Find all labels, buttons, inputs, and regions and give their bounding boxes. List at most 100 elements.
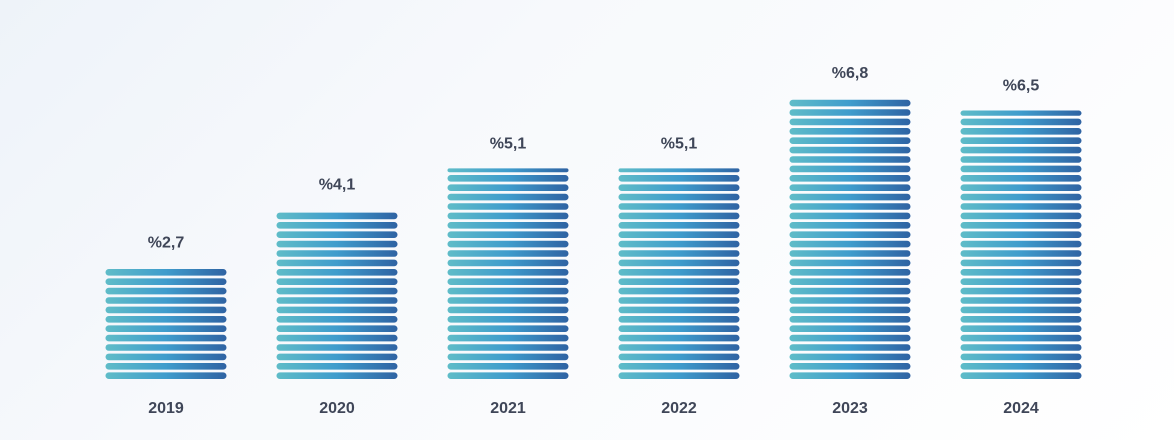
bar-stripe	[618, 306, 740, 314]
bar-stripe	[447, 231, 569, 238]
bar-stripe	[789, 118, 911, 126]
bar-2023	[789, 99, 911, 379]
bar-stripe	[618, 231, 740, 238]
bar-stripe	[447, 297, 569, 304]
bar-stripe	[105, 334, 227, 342]
bar-stripe	[276, 231, 398, 238]
bar-stripe	[618, 184, 740, 191]
bar-stripe	[789, 109, 911, 116]
bar-stripe	[789, 137, 911, 144]
bar-stripe	[960, 193, 1082, 201]
bar-stripe	[789, 193, 911, 201]
bar-stripe	[618, 269, 740, 276]
x-tick-label: 2021	[490, 400, 526, 417]
bar-stripe	[447, 372, 569, 379]
bar-stripe	[618, 325, 740, 332]
value-label: %5,1	[490, 135, 527, 152]
bar-stripe	[447, 269, 569, 276]
bar-stripe	[618, 212, 740, 220]
bar-stripe	[447, 334, 569, 342]
bar-stripe	[276, 269, 398, 276]
bar-stripe	[960, 222, 1082, 229]
x-tick-label: 2020	[319, 400, 355, 417]
bar-stripe	[618, 278, 740, 285]
bar-stripe	[105, 353, 227, 361]
bar-stripe	[789, 184, 911, 191]
bar-stripe	[447, 287, 569, 295]
bar-stripe	[447, 212, 569, 220]
bar-stripe	[105, 372, 227, 379]
bar-stripe	[447, 222, 569, 229]
bar-stripe	[960, 334, 1082, 342]
bar-stripe	[276, 297, 398, 304]
bar-stripe	[960, 175, 1082, 182]
bar-stripe	[618, 353, 740, 361]
x-tick-label: 2023	[832, 400, 868, 417]
bar-stripe	[960, 353, 1082, 361]
value-label: %5,1	[661, 135, 698, 152]
bar-stripe	[789, 269, 911, 276]
bar-stripe	[789, 146, 911, 154]
bar-stripe	[105, 278, 227, 285]
bar-stripe	[960, 297, 1082, 304]
bar-stripe	[789, 363, 911, 370]
value-label: %6,5	[1003, 78, 1040, 95]
bar-stripe	[105, 287, 227, 295]
bar-stripe	[447, 240, 569, 248]
bar-stripe	[276, 259, 398, 267]
bar-stripe	[447, 203, 569, 210]
bar-stripe	[447, 316, 569, 323]
bar-stripe	[618, 316, 740, 323]
bar-stripe	[789, 99, 911, 107]
bar-stripe	[789, 316, 911, 323]
bar-stripe	[276, 306, 398, 314]
bar-stripe	[960, 184, 1082, 191]
bars-group	[105, 99, 1082, 379]
bar-stripe	[618, 259, 740, 267]
bar-stripe	[105, 306, 227, 314]
bar-stripe	[960, 306, 1082, 314]
bar-stripe	[960, 372, 1082, 379]
bar-stripe	[447, 306, 569, 314]
bar-stripe	[276, 316, 398, 323]
bar-stripe	[789, 165, 911, 173]
bar-stripe	[276, 344, 398, 351]
bar-stripe	[447, 259, 569, 267]
bar-stripe	[276, 212, 398, 220]
bar-stripe	[789, 128, 911, 135]
bar-stripe	[447, 168, 569, 173]
bar-stripe	[789, 156, 911, 163]
bar-stripe	[105, 316, 227, 323]
bar-stripe	[789, 203, 911, 210]
bar-stripe	[789, 306, 911, 314]
bar-stripe	[789, 240, 911, 248]
bar-stripe	[960, 316, 1082, 323]
bar-stripe	[105, 269, 227, 276]
bar-stripe	[960, 250, 1082, 257]
bar-stripe	[789, 334, 911, 342]
bar-2020	[276, 212, 398, 379]
bar-2024	[960, 110, 1082, 379]
bar-stripe	[960, 269, 1082, 276]
bar-stripe	[960, 325, 1082, 332]
bar-stripe	[789, 222, 911, 229]
bar-stripe	[618, 222, 740, 229]
bar-stripe	[960, 259, 1082, 267]
bar-stripe	[447, 193, 569, 201]
bar-stripe	[789, 325, 911, 332]
bar-stripe	[789, 250, 911, 257]
bar-stripe	[618, 334, 740, 342]
bar-2022	[618, 168, 740, 379]
value-label: %4,1	[319, 177, 356, 194]
bar-stripe	[105, 363, 227, 370]
bar-stripe	[960, 165, 1082, 173]
bar-stripe	[447, 363, 569, 370]
value-label: %6,8	[832, 65, 869, 82]
x-tick-label: 2022	[661, 400, 697, 417]
value-labels-group: %2,7 %4,1 %5,1 %5,1 %6,8 %6,5	[148, 65, 1040, 251]
bar-stripe	[618, 168, 740, 173]
bar-stripe	[960, 156, 1082, 163]
bar-stripe	[960, 203, 1082, 210]
bar-stripe	[960, 240, 1082, 248]
